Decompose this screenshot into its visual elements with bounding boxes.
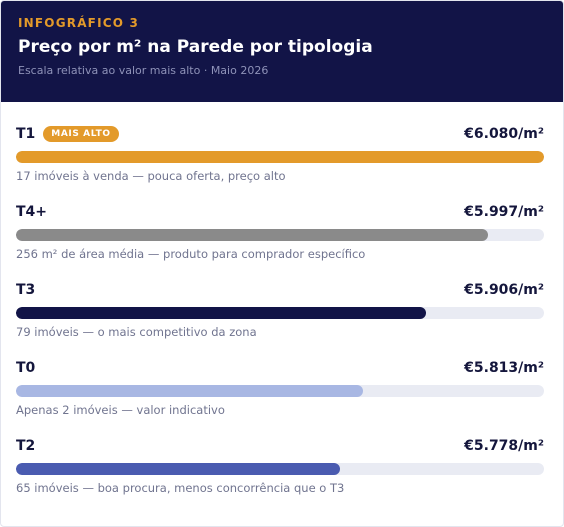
bar-row-header: T2 €5.778/m² [16,436,544,456]
bar-row: T1 MAIS ALTO €6.080/m² 17 imóveis à venda —… [16,124,544,202]
bar-track [16,151,544,163]
bar-row: T3 €5.906/m² 79 imóveis — o mais competiti… [16,280,544,358]
bar-row-header: T4+ €5.997/m² [16,202,544,222]
value-label: €6.080/m² [464,126,544,142]
bar-row-header: T1 MAIS ALTO €6.080/m² [16,124,544,144]
bar-note: 256 m² de área média — produto para comp… [16,247,366,261]
bar-note: 79 imóveis — o mais competitivo da zona [16,325,257,339]
bar-track [16,229,544,241]
bar-note: 17 imóveis à venda — pouca oferta, preço… [16,169,286,183]
bar-label-group: T0 [16,360,35,376]
highest-badge: MAIS ALTO [43,126,119,142]
bar-track [16,385,544,397]
category-label: T4+ [16,204,48,220]
category-label: T1 [16,126,36,142]
bar-row: T4+ €5.997/m² 256 m² de área média — produ… [16,202,544,280]
bar-label-group: T3 [16,282,35,298]
value-label: €5.906/m² [464,282,544,298]
chart-title: Preço por m² na Parede por tipologia [18,37,373,57]
bar-label-group: T2 [16,438,35,454]
bar-fill [16,463,340,475]
value-label: €5.778/m² [464,438,544,454]
category-label: T2 [16,438,36,454]
card-header: INFOGRÁFICO 3 Preço por m² na Parede por… [1,1,563,102]
value-label: €5.813/m² [464,360,544,376]
value-label: €5.997/m² [464,204,544,220]
bar-label-group: T4+ [16,204,47,220]
category-label: T3 [16,282,36,298]
category-label: T0 [16,360,36,376]
bar-row: T0 €5.813/m² Apenas 2 imóveis — valor indi… [16,358,544,436]
bar-row-header: T3 €5.906/m² [16,280,544,300]
eyebrow-label: INFOGRÁFICO 3 [18,16,140,30]
bar-fill [16,229,488,241]
bar-label-group: T1 MAIS ALTO [16,126,119,142]
bar-track [16,463,544,475]
bar-list: T1 MAIS ALTO €6.080/m² 17 imóveis à venda —… [1,102,563,514]
bar-row-header: T0 €5.813/m² [16,358,544,378]
bar-fill [16,307,427,319]
bar-fill [16,151,544,163]
chart-subtitle: Escala relativa ao valor mais alto · Mai… [18,64,269,77]
bar-fill [16,385,364,397]
bar-note: 65 imóveis — boa procura, menos concorrê… [16,481,345,495]
bar-track [16,307,544,319]
bar-note: Apenas 2 imóveis — valor indicativo [16,403,225,417]
bar-row: T2 €5.778/m² 65 imóveis — boa procura, men… [16,436,544,514]
